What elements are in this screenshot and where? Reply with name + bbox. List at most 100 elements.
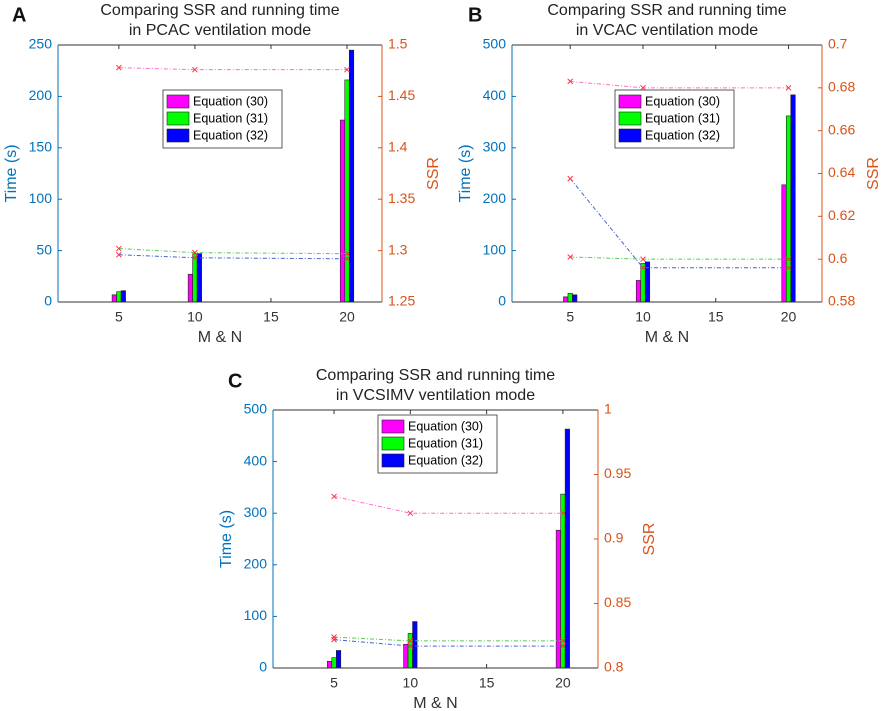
y2-tick-label: 0.85 xyxy=(604,594,631,610)
legend-label: Equation (30) xyxy=(645,94,720,108)
ssr-line xyxy=(118,67,348,71)
ssr-marker xyxy=(331,636,337,643)
ssr-marker xyxy=(560,638,566,644)
y-tick-label: 50 xyxy=(36,241,52,257)
ssr-marker xyxy=(785,256,792,263)
bar xyxy=(196,253,202,303)
ssr-marker xyxy=(192,254,198,261)
y2-tick-label: 0.95 xyxy=(604,465,631,481)
ssr-line xyxy=(118,254,348,260)
chart-title: in VCSIMV ventilation mode xyxy=(336,387,535,404)
y2-tick-label: 1.5 xyxy=(388,36,408,52)
x-axis-label: M & N xyxy=(413,695,457,711)
y2-tick-label: 1.3 xyxy=(388,241,408,257)
legend-swatch xyxy=(166,128,190,143)
x-axis-label: M & N xyxy=(645,329,689,346)
legend-swatch xyxy=(381,436,405,451)
bar xyxy=(403,643,409,669)
bar xyxy=(635,280,642,303)
bar xyxy=(120,290,126,303)
y-axis-label: Time (s) xyxy=(457,144,474,202)
bar xyxy=(407,633,413,669)
ssr-marker xyxy=(192,249,198,256)
y-tick-label: 100 xyxy=(244,607,268,623)
bar xyxy=(563,296,569,303)
ssr-marker xyxy=(331,634,337,640)
legend-swatch xyxy=(166,94,190,109)
ssr-marker xyxy=(785,84,792,91)
bar xyxy=(116,291,122,303)
chart-title: Comparing SSR and running time xyxy=(100,2,339,19)
y2-tick-label: 1 xyxy=(604,401,612,417)
bar xyxy=(790,94,796,303)
chart-title: in PCAC ventilation mode xyxy=(129,22,311,39)
bar xyxy=(572,294,578,303)
y-tick-label: 100 xyxy=(483,241,507,257)
bar xyxy=(339,119,346,303)
legend-label: Equation (32) xyxy=(645,128,720,142)
y-tick-label: 400 xyxy=(483,87,507,103)
legend-swatch xyxy=(618,94,642,109)
chart-panel: B Comparing SSR and running time in VCAC v… xyxy=(457,2,882,346)
x-tick-label: 5 xyxy=(566,309,574,325)
legend-label: Equation (32) xyxy=(193,128,268,142)
x-tick-label: 15 xyxy=(479,675,495,691)
y2-tick-label: 0.58 xyxy=(828,293,855,309)
y-tick-label: 500 xyxy=(483,36,507,52)
bar xyxy=(331,657,337,669)
ssr-marker xyxy=(640,84,646,91)
bar xyxy=(326,660,333,669)
panel-label: C xyxy=(228,370,242,392)
ssr-marker xyxy=(331,493,337,500)
plot-area xyxy=(58,45,382,302)
y2-axis-label: SSR xyxy=(641,523,658,556)
bar xyxy=(567,292,573,303)
bar xyxy=(192,253,198,303)
y-tick-label: 300 xyxy=(483,139,507,155)
legend-swatch xyxy=(381,453,405,468)
ssr-marker xyxy=(344,66,350,73)
legend-swatch xyxy=(166,111,190,126)
x-tick-label: 5 xyxy=(115,309,123,325)
plot-area xyxy=(512,45,822,302)
ssr-marker xyxy=(407,638,414,644)
legend-swatch xyxy=(381,419,405,434)
chart-title: Comparing SSR and running time xyxy=(316,367,555,384)
bar xyxy=(781,184,787,303)
y-tick-label: 150 xyxy=(29,139,53,155)
ssr-marker xyxy=(344,255,350,262)
ssr-marker xyxy=(192,66,198,73)
x-tick-label: 10 xyxy=(635,309,651,325)
y2-tick-label: 0.66 xyxy=(828,121,855,137)
bar xyxy=(335,650,342,669)
x-tick-label: 20 xyxy=(339,309,355,325)
y2-tick-label: 1.45 xyxy=(388,87,415,103)
y-tick-label: 0 xyxy=(44,293,52,309)
legend-swatch xyxy=(618,111,642,126)
x-tick-label: 15 xyxy=(263,309,279,325)
y2-tick-label: 0.64 xyxy=(828,164,855,180)
bar xyxy=(785,115,792,303)
bar xyxy=(348,49,355,303)
legend-label: Equation (31) xyxy=(408,436,483,450)
ssr-marker xyxy=(560,643,566,649)
y-tick-label: 500 xyxy=(244,401,268,417)
ssr-marker xyxy=(407,643,414,649)
ssr-marker xyxy=(640,264,646,271)
y2-tick-label: 0.68 xyxy=(828,79,855,95)
x-tick-label: 20 xyxy=(555,675,571,691)
chart-title: in VCAC ventilation mode xyxy=(576,22,758,39)
y2-tick-label: 0.9 xyxy=(604,530,624,546)
x-tick-label: 10 xyxy=(187,309,203,325)
ssr-marker xyxy=(785,264,792,271)
y-tick-label: 200 xyxy=(29,87,53,103)
ssr-line xyxy=(118,248,348,255)
panel-label: A xyxy=(12,4,26,26)
ssr-marker xyxy=(115,245,122,252)
y-tick-label: 300 xyxy=(244,504,268,520)
legend-swatch xyxy=(618,128,642,143)
ssr-marker xyxy=(560,510,566,517)
y2-tick-label: 0.8 xyxy=(604,659,624,675)
ssr-marker xyxy=(344,250,350,257)
ssr-marker xyxy=(115,64,122,71)
